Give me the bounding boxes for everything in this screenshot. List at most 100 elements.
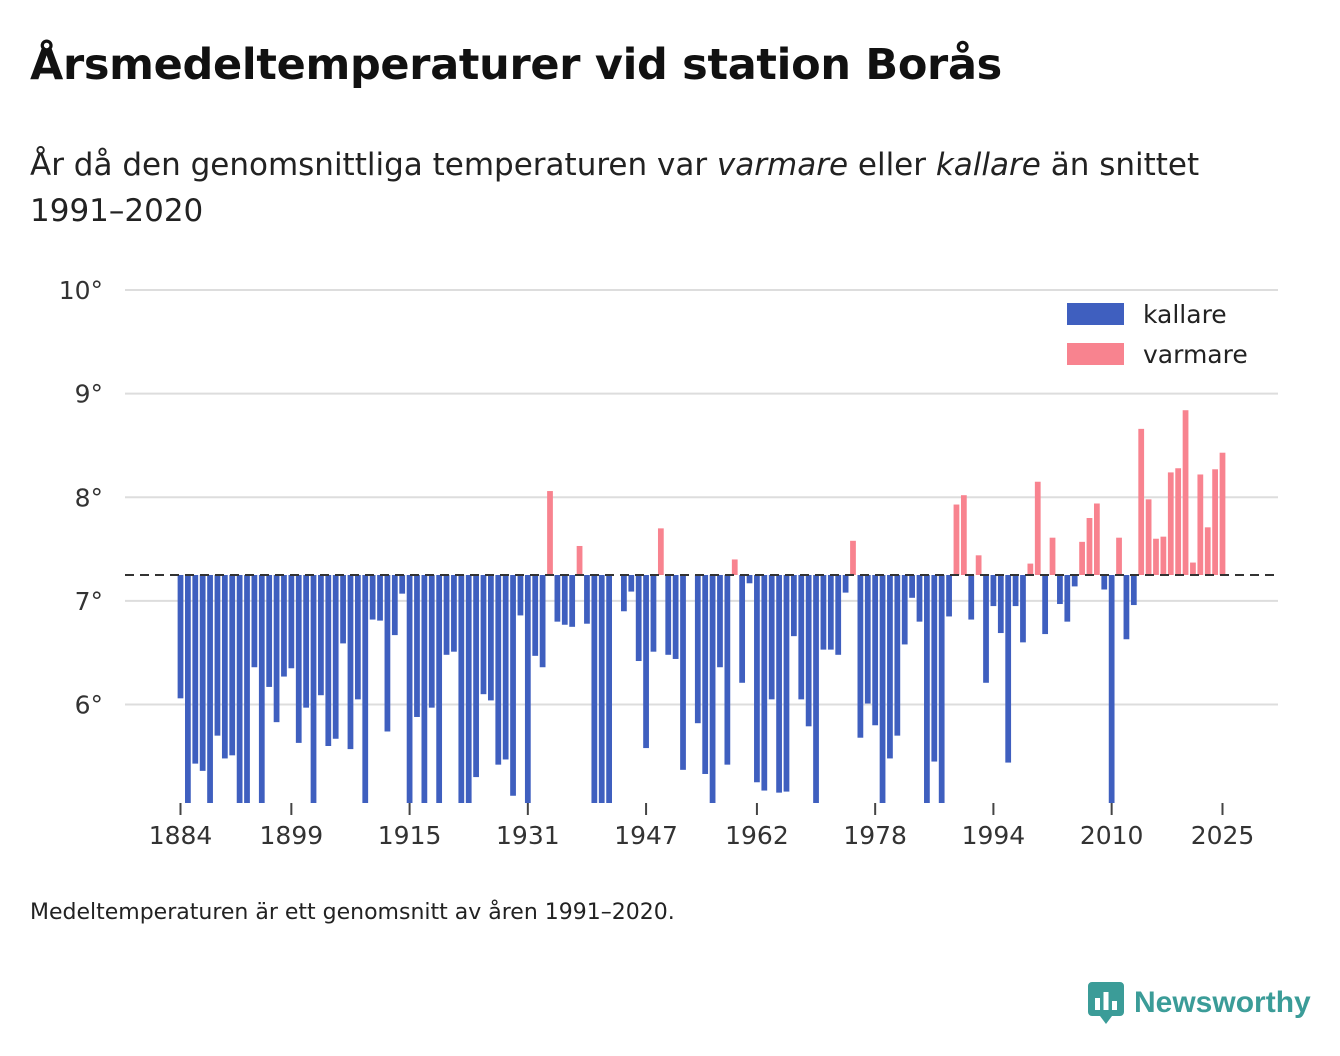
bar-1900	[295, 575, 302, 743]
bar-2006	[1079, 541, 1085, 575]
bar-1917	[421, 575, 428, 803]
bar-1982	[901, 575, 908, 645]
bar-1978	[872, 575, 879, 726]
bar-1909	[362, 575, 369, 803]
bar-2025	[1219, 452, 1226, 575]
bar-1995	[997, 575, 1004, 634]
bar-2018	[1167, 472, 1174, 575]
bar-1966	[783, 575, 790, 792]
bar-1918	[428, 575, 435, 708]
bar-1991	[968, 575, 975, 620]
bar-1913	[391, 575, 398, 636]
bar-1963	[761, 575, 768, 791]
bar-2024	[1212, 469, 1218, 575]
bar-2009	[1101, 575, 1108, 590]
bar-1887	[199, 575, 206, 771]
bar-1922	[458, 575, 465, 803]
chart-footnote: Medeltemperaturen är ett genomsnitt av å…	[30, 900, 675, 925]
bar-1959	[731, 559, 738, 575]
x-tick-label: 1994	[962, 821, 1026, 850]
bar-1961	[746, 575, 753, 584]
bar-1984	[916, 575, 923, 622]
bar-1950	[665, 575, 672, 655]
bar-1955	[702, 575, 709, 774]
chart-legend: kallare varmare	[1067, 300, 1248, 369]
x-tick-label: 2025	[1191, 821, 1255, 850]
bar-1941	[598, 575, 605, 803]
bar-2007	[1086, 518, 1093, 575]
bar-2017	[1160, 536, 1167, 575]
bar-1975	[850, 540, 856, 575]
bar-2000	[1034, 481, 1041, 575]
bar-1989	[953, 504, 960, 575]
bar-1897	[273, 575, 280, 723]
bar-1939	[584, 575, 590, 624]
bar-2001	[1042, 575, 1049, 635]
bars	[177, 410, 1226, 803]
newsworthy-logo-icon	[1088, 982, 1124, 1024]
subtitle-text-after: än snittet 1991–2020	[30, 147, 1200, 229]
bar-1986	[931, 575, 938, 762]
bar-2021	[1190, 562, 1196, 575]
x-axis-ticks: 1884 1899 1915 1931 1947 1962 1978 1994 2010 2025	[149, 803, 1255, 850]
bar-1931	[524, 575, 531, 803]
bar-1980	[887, 575, 893, 759]
bar-1976	[857, 575, 864, 738]
bar-1954	[694, 575, 701, 724]
bar-1987	[938, 575, 945, 803]
bar-1938	[576, 545, 583, 575]
bar-1957	[717, 575, 723, 668]
bar-1889	[214, 575, 221, 736]
bar-1981	[894, 575, 901, 736]
bar-1912	[384, 575, 391, 732]
bar-1948	[650, 575, 657, 652]
bar-1930	[517, 575, 524, 616]
bar-1979	[879, 575, 886, 803]
bar-1891	[229, 575, 236, 756]
bar-1997	[1012, 575, 1019, 607]
y-axis-tick-labels: 6° 7° 8° 9° 10°	[59, 276, 103, 720]
bar-2003	[1057, 575, 1063, 605]
y-tick-label: 6°	[75, 691, 103, 720]
x-tick-label: 1931	[496, 821, 560, 850]
bar-1962	[754, 575, 760, 783]
bar-1902	[310, 575, 317, 803]
bar-1926	[488, 575, 494, 701]
bar-1892	[236, 575, 243, 803]
bar-1890	[221, 575, 228, 759]
bar-1919	[436, 575, 443, 803]
bar-1940	[591, 575, 598, 803]
page-title: Årsmedeltemperaturer vid station Borås	[30, 40, 1002, 90]
y-tick-label: 10°	[59, 276, 103, 305]
bar-1956	[709, 575, 716, 803]
bar-1951	[672, 575, 679, 659]
x-tick-label: 1884	[149, 821, 213, 850]
bar-1901	[303, 575, 310, 708]
subtitle-warm-word: varmare	[716, 147, 849, 183]
bar-1885	[185, 575, 191, 803]
bar-2019	[1175, 468, 1182, 575]
bar-1964	[768, 575, 775, 700]
y-tick-label: 9°	[75, 380, 103, 409]
x-tick-label: 2010	[1080, 821, 1144, 850]
bar-2002	[1049, 537, 1056, 575]
bar-2011	[1116, 537, 1122, 575]
bar-1947	[643, 575, 649, 749]
bar-2004	[1064, 575, 1071, 622]
legend-swatch-kallare	[1067, 303, 1124, 325]
bar-1977	[864, 575, 871, 704]
bar-1942	[606, 575, 612, 803]
bar-2015	[1145, 499, 1152, 575]
bar-2008	[1093, 503, 1100, 575]
bar-1915	[406, 575, 413, 803]
bar-1993	[983, 575, 989, 683]
x-tick-label: 1962	[725, 821, 789, 850]
brand-logo[interactable]: Newsworthy	[1088, 982, 1311, 1024]
y-tick-label: 8°	[75, 483, 103, 512]
bar-1910	[369, 575, 376, 620]
bar-1893	[244, 575, 250, 803]
subtitle-text-middle: eller	[848, 147, 936, 183]
bar-1914	[399, 575, 406, 594]
bar-1905	[332, 575, 339, 739]
bar-1934	[547, 491, 553, 575]
